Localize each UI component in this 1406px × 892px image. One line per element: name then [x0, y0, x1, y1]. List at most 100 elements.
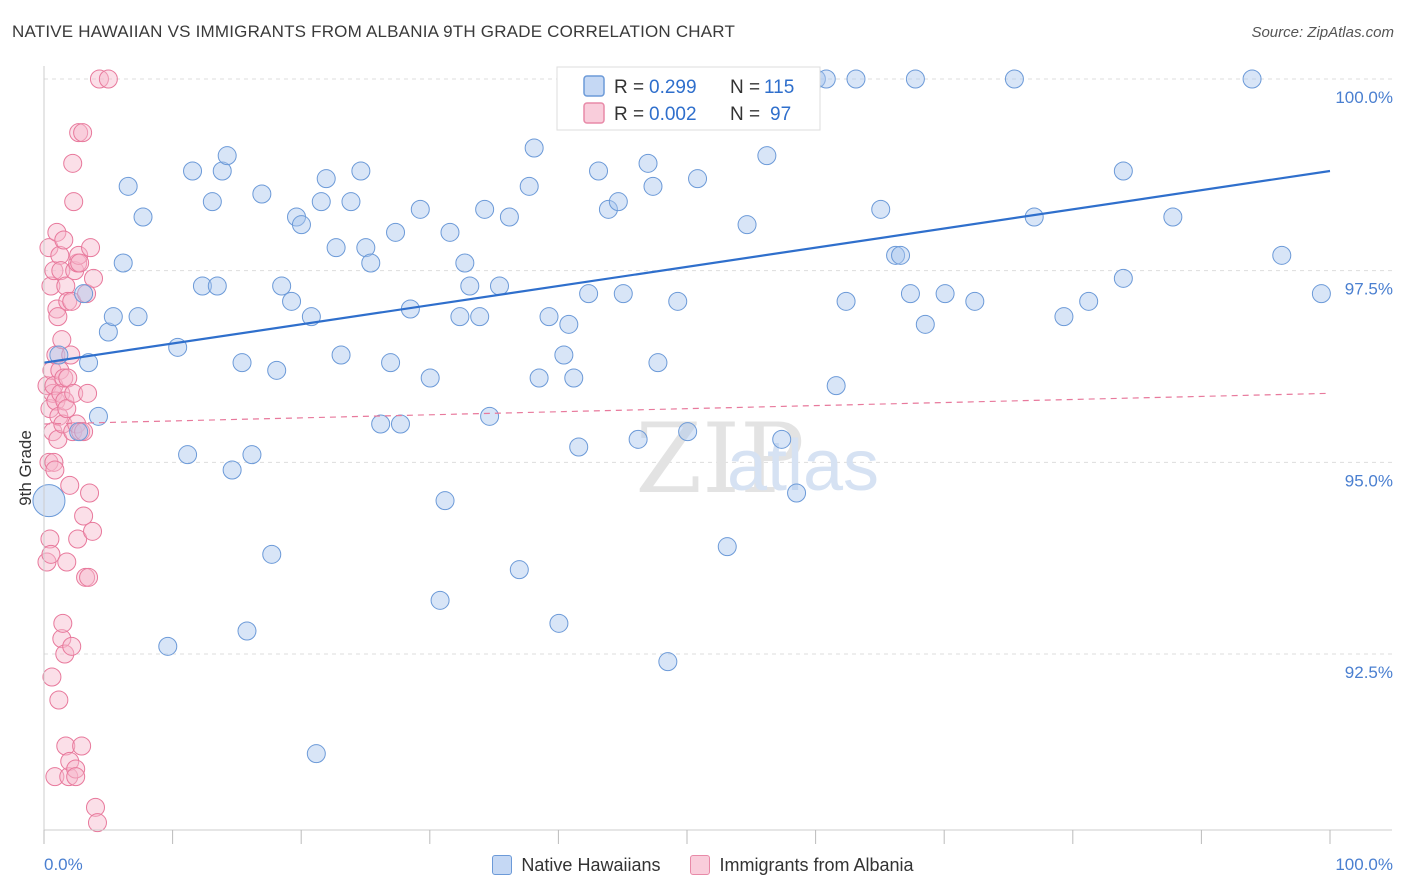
native-hawaiians-point — [326, 238, 346, 258]
axes — [43, 66, 1392, 844]
native-hawaiians-point — [886, 245, 906, 265]
native-hawaiians-point — [1242, 69, 1262, 89]
native-hawaiians-point — [88, 406, 108, 426]
native-hawaiians-point — [757, 146, 777, 166]
legend-swatch-native-hawaiians — [492, 855, 513, 875]
legend-label-immigrants-from-albania: Immigrants from Albania — [719, 854, 914, 875]
native-hawaiians-point — [183, 161, 203, 181]
native-hawaiians-point — [262, 544, 282, 564]
trend-lines — [43, 169, 1331, 425]
native-hawaiians-point — [222, 460, 242, 480]
native-hawaiians-point — [103, 307, 123, 327]
y-tick-label: 95.0% — [1345, 471, 1393, 490]
stats-legend-n-value-0: 115 — [764, 77, 794, 98]
immigrants-from-albania-point — [74, 422, 94, 442]
native-hawaiians-point — [480, 406, 500, 426]
native-hawaiians-point — [826, 376, 846, 396]
immigrants-from-albania-point — [63, 153, 83, 173]
native-hawaiians-point — [668, 291, 688, 311]
native-hawaiians-point — [118, 176, 138, 196]
immigrants-from-albania-point — [45, 767, 65, 787]
native-hawaiians-point — [499, 207, 519, 227]
immigrants-from-albania-point — [45, 460, 65, 480]
legend-item-native-hawaiians[interactable]: Native Hawaiians — [492, 855, 660, 876]
native-hawaiians-point — [678, 422, 698, 442]
series-immigrants-from-albania-points — [37, 69, 118, 833]
watermark-zip: ZIP — [635, 403, 804, 515]
stats-legend-n-label-0: N = — [730, 77, 760, 98]
immigrants-from-albania-point — [47, 222, 67, 242]
immigrants-from-albania-point — [56, 736, 76, 756]
immigrants-from-albania-point — [41, 276, 61, 296]
native-hawaiians-point — [935, 284, 955, 304]
native-hawaiians-point — [291, 215, 311, 235]
x-tick-label-min: 0.0% — [44, 855, 83, 874]
native-hawaiians-point — [589, 161, 609, 181]
native-hawaiians-point — [361, 253, 381, 273]
native-hawaiians-point — [331, 345, 351, 365]
native-hawaiians-point — [490, 276, 510, 296]
native-hawaiians-point — [98, 322, 118, 342]
native-hawaiians-point — [252, 184, 272, 204]
native-hawaiians-point — [559, 314, 579, 334]
immigrants-from-albania-point — [83, 521, 103, 541]
native-hawaiians-point — [158, 636, 178, 656]
native-hawaiians-point — [648, 353, 668, 373]
native-hawaiians-point — [381, 353, 401, 373]
immigrants-from-albania-point — [79, 567, 99, 587]
native-hawaiians-point — [717, 537, 737, 557]
native-hawaiians-point — [386, 222, 406, 242]
native-hawaiians-point — [371, 414, 391, 434]
immigrants-from-albania-point — [53, 414, 73, 434]
native-hawaiians-point — [242, 445, 262, 465]
native-hawaiians-point — [613, 284, 633, 304]
native-hawaiians-point — [554, 345, 574, 365]
native-hawaiians-point — [69, 422, 89, 442]
native-hawaiians-point — [772, 429, 792, 449]
native-hawaiians-point — [608, 192, 628, 212]
immigrants-from-albania-point — [62, 636, 82, 656]
native-hawaiians-point — [846, 69, 866, 89]
stats-legend-r-label-0: R = — [614, 77, 644, 98]
immigrants-from-albania-point — [87, 813, 107, 833]
native-hawaiians-point — [390, 414, 410, 434]
native-hawaiians-point — [217, 146, 237, 166]
native-hawaiians-point — [212, 161, 232, 181]
native-hawaiians-point — [440, 222, 460, 242]
immigrants-from-albania-point — [81, 238, 101, 258]
native-hawaiians-point — [455, 253, 475, 273]
legend-item-immigrants-from-albania[interactable]: Immigrants from Albania — [690, 854, 914, 876]
native-hawaiians-point — [202, 192, 222, 212]
native-hawaiians-point — [420, 368, 440, 388]
native-hawaiians-point — [133, 207, 153, 227]
native-hawaiians-point — [658, 652, 678, 672]
native-hawaiians-point — [1163, 207, 1183, 227]
native-hawaiians-point — [579, 284, 599, 304]
native-hawaiians-point — [450, 307, 470, 327]
native-hawaiians-point — [410, 199, 430, 219]
immigrants-from-albania-point — [50, 245, 70, 265]
native-hawaiians-point — [628, 429, 648, 449]
immigrants-from-albania-point — [41, 544, 61, 564]
immigrants-from-albania-point — [66, 759, 86, 779]
native-hawaiians-point — [470, 307, 490, 327]
immigrants-from-albania-point — [59, 767, 79, 787]
immigrants-from-albania-point — [57, 552, 77, 572]
legend-swatch-immigrants-from-albania — [690, 855, 711, 875]
native-hawaiians-point — [178, 445, 198, 465]
native-hawaiians-point — [1272, 245, 1292, 265]
legend-label-native-hawaiians: Native Hawaiians — [521, 854, 661, 875]
native-hawaiians-point — [74, 284, 94, 304]
immigrants-from-albania-point — [64, 192, 84, 212]
native-hawaiians-point — [915, 314, 935, 334]
immigrants-from-albania-point — [54, 368, 74, 388]
immigrants-from-albania-point — [53, 613, 73, 633]
native-hawaiians-point — [569, 437, 589, 457]
native-hawaiians-point — [529, 368, 549, 388]
native-hawaiians-point — [638, 153, 658, 173]
immigrants-from-albania-point — [47, 299, 67, 319]
native-hawaiians-point — [341, 192, 361, 212]
stats-legend-blue-swatch — [583, 75, 605, 97]
immigrants-from-albania-point — [66, 767, 86, 787]
native-hawaiians-point — [787, 483, 807, 503]
